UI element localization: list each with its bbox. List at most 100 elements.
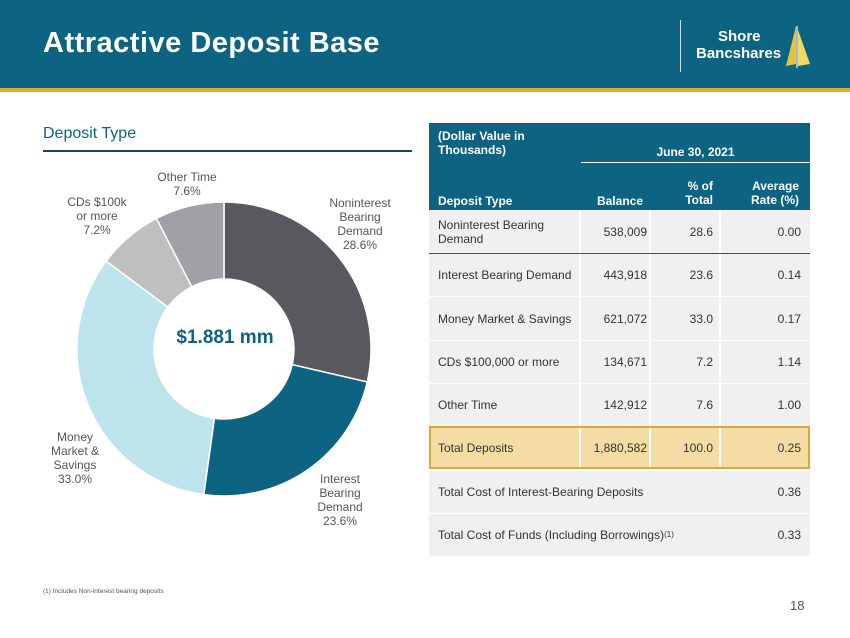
section-divider xyxy=(43,150,412,152)
col-header-type: Deposit Type xyxy=(438,194,513,208)
cell-divider xyxy=(579,297,581,340)
cell-type: Noninterest Bearing Demand xyxy=(438,217,545,246)
cell-type: Money Market & Savings xyxy=(438,311,572,326)
cell-balance: 621,072 xyxy=(603,311,647,326)
cell-divider xyxy=(649,341,651,383)
donut-slice-other-time xyxy=(155,201,225,288)
sail-logo-icon xyxy=(786,26,810,68)
cell-rate: 0.25 xyxy=(777,440,801,455)
logo-text-line1: Shore xyxy=(718,28,761,45)
summary-label: Total Cost of Interest-Bearing Deposits xyxy=(438,471,738,513)
cell-divider xyxy=(719,297,721,340)
summary-label-text: Total Cost of Interest-Bearing Deposits xyxy=(438,485,644,499)
cell-divider xyxy=(719,341,721,383)
table-row: Other Time 142,912 7.6 1.00 xyxy=(429,384,810,426)
section-title: Deposit Type xyxy=(43,125,137,142)
cell-divider xyxy=(719,384,721,426)
cell-divider xyxy=(649,428,651,467)
header-bar xyxy=(0,0,850,88)
slice-label-line: Demand xyxy=(317,500,363,514)
col-header-pct: % of Total xyxy=(685,179,713,207)
slice-label-line: CDs $100k xyxy=(67,195,127,209)
table-row-summary: Total Cost of Interest-Bearing Deposits 0… xyxy=(429,471,810,513)
slice-label: Money Market & Savings 33.0% xyxy=(43,430,107,486)
slice-label-line: Money xyxy=(56,430,94,444)
slice-label: Noninterest Bearing Demand 28.6% xyxy=(325,196,395,252)
cell-divider xyxy=(579,210,581,253)
cell-divider xyxy=(719,428,721,467)
donut-slice-noninterest-bearing-demand xyxy=(223,201,372,383)
cell-pct: 28.6 xyxy=(689,224,713,239)
slice-label-line: Market & xyxy=(50,444,99,458)
cell-divider xyxy=(649,254,651,296)
donut-slice-interest-bearing-demand xyxy=(202,363,369,497)
slice-label-line: 23.6% xyxy=(322,514,358,528)
column-header-row xyxy=(429,163,810,208)
cell-divider xyxy=(649,384,651,426)
cell-rate: 0.17 xyxy=(777,311,801,326)
table-row: Interest Bearing Demand 443,918 23.6 0.14 xyxy=(429,254,810,296)
cell-balance: 443,918 xyxy=(603,268,647,282)
header-period: June 30, 2021 xyxy=(656,145,735,159)
cell-rate: 1.14 xyxy=(777,355,801,369)
summary-value: 0.33 xyxy=(777,528,801,542)
col-header-balance: Balance xyxy=(596,194,643,208)
table-row: Noninterest Bearing Demand 538,009 28.6 0.0… xyxy=(429,210,810,253)
cell-rate: 0.14 xyxy=(777,268,801,282)
slice-label-line: 7.6% xyxy=(173,184,201,198)
col-header-rate: Average Rate (%) xyxy=(750,179,799,207)
slice-label-line: 7.2% xyxy=(83,223,111,237)
summary-label: Total Cost of Funds (Including Borrowing… xyxy=(438,514,738,556)
cell-pct: 23.6 xyxy=(689,268,713,282)
slice-label: CDs $100k or more 7.2% xyxy=(62,195,132,237)
logo-divider xyxy=(680,20,681,72)
cell-rate: 1.00 xyxy=(777,398,801,412)
summary-label-text: Total Cost of Funds (Including Borrowing… xyxy=(438,528,665,542)
cell-pct: 100.0 xyxy=(682,440,713,455)
slice-label-line: Bearing xyxy=(319,486,361,500)
cell-pct: 33.0 xyxy=(689,311,713,326)
table-row-summary: Total Cost of Funds (Including Borrowing… xyxy=(429,514,810,556)
cell-balance: 538,009 xyxy=(603,224,647,239)
table-row: Money Market & Savings 621,072 33.0 0.17 xyxy=(429,297,810,340)
cell-balance: 134,671 xyxy=(603,355,647,369)
slice-label: Other Time 7.6% xyxy=(152,170,222,198)
cell-divider xyxy=(579,384,581,426)
slice-label-line: Interest xyxy=(319,472,361,486)
table-row-total: Total Deposits 1,880,582 100.0 0.25 xyxy=(429,426,810,469)
slice-label-line: Noninterest xyxy=(329,196,391,210)
cell-divider xyxy=(649,210,651,253)
table-row: CDs $100,000 or more 134,671 7.2 1.14 xyxy=(429,341,810,383)
logo-text-line2: Bancshares xyxy=(696,45,782,62)
summary-value: 0.36 xyxy=(777,485,801,499)
slice-label-line: or more xyxy=(76,209,118,223)
header-dollar-value: (Dollar Value in Thousands) xyxy=(438,129,525,157)
page-title: Attractive Deposit Base xyxy=(43,27,381,59)
cell-type: Total Deposits xyxy=(438,440,514,455)
cell-divider xyxy=(579,341,581,383)
slice-label-line: Savings xyxy=(53,458,97,472)
cell-type: CDs $100,000 or more xyxy=(438,355,560,369)
cell-divider xyxy=(579,254,581,296)
cell-rate: 0.00 xyxy=(777,224,801,239)
slice-label-line: 33.0% xyxy=(57,472,93,486)
cell-type: Other Time xyxy=(438,398,498,412)
slice-label-line: 28.6% xyxy=(342,238,378,252)
page-number: 18 xyxy=(790,598,805,613)
cell-divider xyxy=(649,297,651,340)
footnote: (1) Includes Non-interest bearing deposi… xyxy=(43,588,164,595)
cell-type: Interest Bearing Demand xyxy=(438,268,572,282)
cell-balance: 142,912 xyxy=(603,398,647,412)
slice-label-line: Other Time xyxy=(157,170,217,184)
slice-label: Interest Bearing Demand 23.6% xyxy=(305,472,375,528)
cell-divider xyxy=(719,210,721,253)
cell-divider xyxy=(579,428,581,467)
slice-label-line: Demand xyxy=(337,224,383,238)
chart-center-total: $1.881 mm xyxy=(176,327,274,348)
slice-label-line: Bearing xyxy=(339,210,381,224)
cell-divider xyxy=(719,254,721,296)
cell-pct: 7.6 xyxy=(696,398,713,412)
cell-balance: 1,880,582 xyxy=(593,440,647,455)
donut-slice-money-market-savings xyxy=(76,260,216,496)
